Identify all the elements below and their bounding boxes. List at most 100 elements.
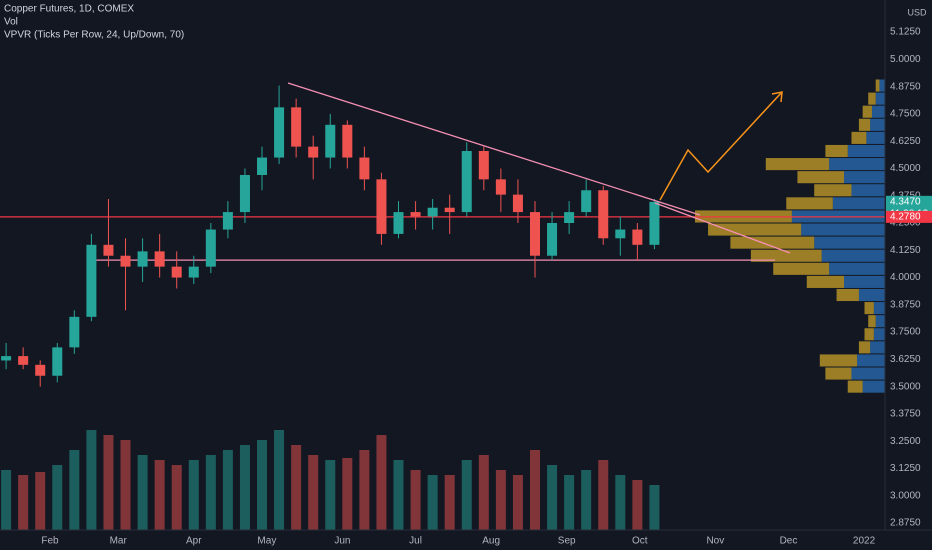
y-tick-label: 3.3750 bbox=[890, 409, 921, 420]
candle-body bbox=[154, 251, 165, 267]
volume-bar bbox=[461, 460, 472, 530]
candle-body bbox=[478, 150, 489, 180]
candle-body bbox=[120, 255, 131, 267]
trendline bbox=[654, 202, 791, 254]
volume-bar bbox=[444, 475, 455, 530]
profile-down bbox=[851, 131, 867, 144]
volume-bar bbox=[137, 455, 148, 530]
profile-up bbox=[814, 236, 885, 249]
volume-bar bbox=[495, 470, 506, 530]
profile-up bbox=[858, 288, 885, 302]
x-tick-label: Feb bbox=[41, 536, 59, 547]
profile-down bbox=[797, 171, 845, 184]
y-tick-label: 3.1250 bbox=[890, 463, 921, 474]
volume-bar bbox=[512, 475, 523, 530]
profile-up bbox=[829, 262, 885, 275]
volume-bar bbox=[239, 445, 250, 530]
profile-up bbox=[870, 341, 885, 354]
candle-body bbox=[342, 124, 353, 158]
profile-down bbox=[825, 144, 848, 158]
candle-body bbox=[512, 194, 523, 213]
y-tick-label: 3.5000 bbox=[890, 381, 921, 392]
axes: 2.8750 3.0000 3.1250 3.2500 3.3750 3.5000 3.62… bbox=[41, 27, 932, 547]
volume-bar bbox=[171, 465, 182, 530]
candle-body bbox=[529, 212, 540, 256]
candle-body bbox=[274, 107, 285, 158]
profile-up bbox=[801, 223, 885, 236]
candle-body bbox=[188, 266, 199, 278]
candle-body bbox=[581, 190, 592, 213]
y-tick-label: 4.6250 bbox=[890, 136, 921, 147]
volume-bar bbox=[69, 450, 80, 530]
volume-bar bbox=[359, 450, 370, 530]
y-tick-label: 5.0000 bbox=[890, 54, 921, 65]
legend: Copper Futures, 1D, COMEX Vol VPVR (Tick… bbox=[4, 4, 184, 41]
profile-down bbox=[806, 275, 845, 288]
y-tick-label: 4.7500 bbox=[890, 109, 921, 120]
profile-up bbox=[844, 171, 885, 184]
profile-down bbox=[708, 223, 802, 236]
x-tick-label: Oct bbox=[632, 536, 648, 547]
candle-body bbox=[325, 124, 336, 158]
candle-body bbox=[359, 157, 370, 180]
currency: USD bbox=[907, 7, 927, 17]
chart-title: Copper Futures, 1D, COMEX bbox=[4, 4, 134, 15]
candle-body bbox=[239, 174, 250, 213]
profile-down bbox=[730, 236, 815, 249]
candle-body bbox=[205, 229, 216, 267]
profile-up bbox=[862, 380, 885, 393]
profile-up bbox=[832, 197, 885, 210]
candle-body bbox=[222, 212, 233, 230]
volume-bar bbox=[222, 450, 233, 530]
profile-down bbox=[858, 118, 871, 131]
trendline bbox=[287, 82, 701, 216]
candle-body bbox=[308, 146, 319, 158]
candle-body bbox=[427, 207, 438, 217]
profile-down bbox=[864, 302, 874, 315]
profile-down bbox=[868, 315, 876, 328]
price-marker-label: 4.2780 bbox=[890, 212, 921, 223]
volume-bar bbox=[342, 458, 353, 530]
x-tick-label: May bbox=[257, 536, 276, 547]
candle-body bbox=[564, 212, 575, 223]
candle-body bbox=[171, 266, 182, 278]
candle-body bbox=[393, 212, 404, 234]
x-tick-label: Apr bbox=[186, 536, 202, 547]
volume-bar bbox=[478, 455, 489, 530]
candle-body bbox=[376, 179, 387, 234]
profile-down bbox=[765, 158, 830, 171]
x-tick-label: Dec bbox=[780, 536, 798, 547]
indicator-label: Vol bbox=[4, 17, 18, 28]
volume-profile bbox=[695, 79, 885, 393]
y-tick-label: 2.8750 bbox=[890, 518, 921, 529]
profile-up bbox=[875, 92, 885, 105]
y-tick-label: 4.0000 bbox=[890, 272, 921, 283]
profile-up bbox=[821, 249, 885, 262]
candle-body bbox=[257, 157, 268, 175]
profile-up bbox=[870, 118, 885, 131]
y-tick-label: 3.7500 bbox=[890, 327, 921, 338]
profile-down bbox=[858, 341, 871, 354]
candle-body bbox=[461, 150, 472, 213]
volume-bar bbox=[257, 440, 268, 530]
profile-up bbox=[866, 131, 885, 144]
profile-up bbox=[847, 144, 885, 158]
y-tick-label: 4.8750 bbox=[890, 81, 921, 92]
profile-down bbox=[864, 328, 874, 341]
volume-bar bbox=[154, 460, 165, 530]
volume-bar bbox=[120, 440, 131, 530]
volume-bar bbox=[35, 472, 46, 530]
profile-down bbox=[814, 184, 852, 197]
y-tick-label: 4.1250 bbox=[890, 245, 921, 256]
profile-up bbox=[851, 367, 885, 380]
volume-bar bbox=[632, 480, 643, 530]
arrow-head bbox=[771, 91, 783, 103]
candle-body bbox=[1, 356, 12, 361]
volume-bar bbox=[205, 455, 216, 530]
volume-bar bbox=[598, 460, 609, 530]
volume-bar bbox=[649, 485, 660, 530]
candles bbox=[1, 85, 660, 387]
y-tick-label: 4.2500 bbox=[890, 218, 921, 229]
